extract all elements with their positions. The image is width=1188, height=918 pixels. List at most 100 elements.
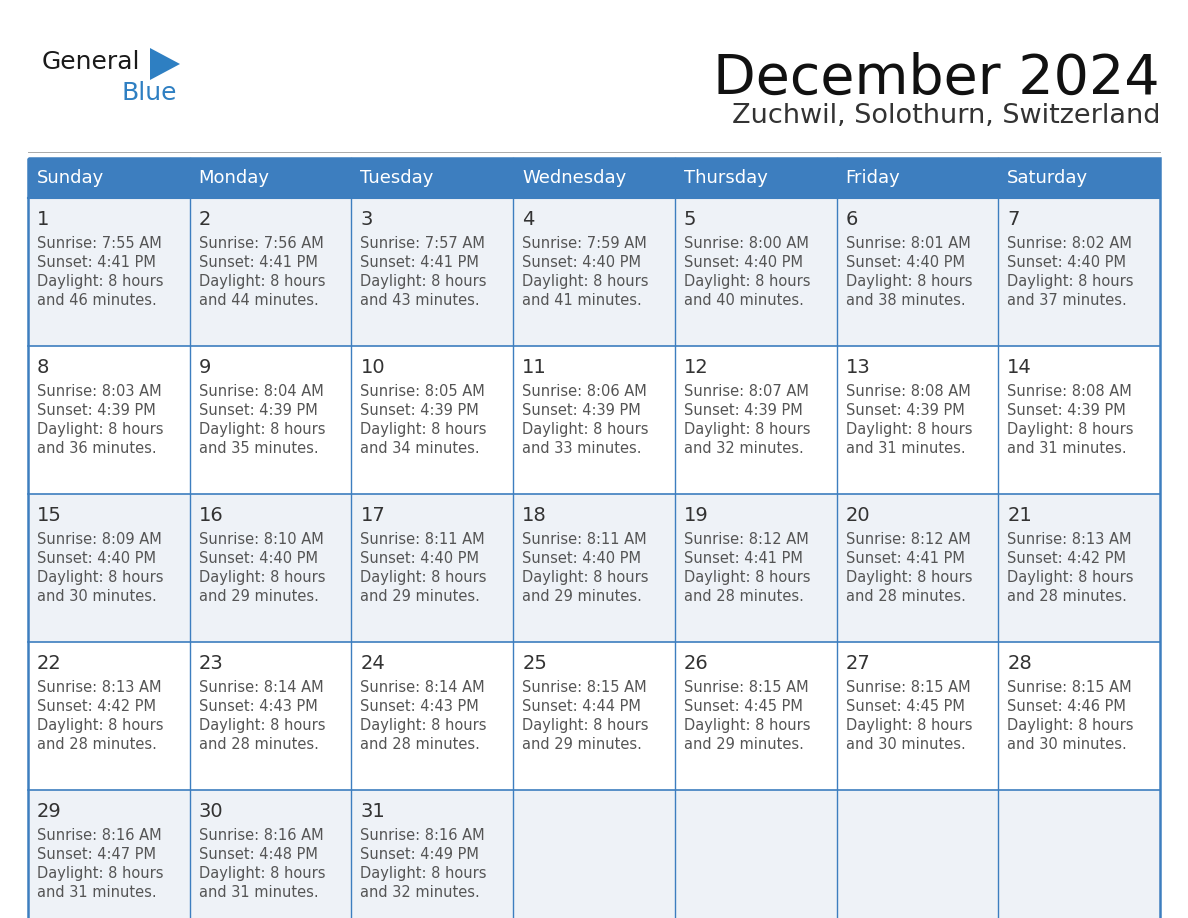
Text: Daylight: 8 hours: Daylight: 8 hours bbox=[684, 718, 810, 733]
Text: Sunrise: 8:11 AM: Sunrise: 8:11 AM bbox=[523, 532, 646, 547]
Text: Daylight: 8 hours: Daylight: 8 hours bbox=[198, 422, 326, 437]
Text: Daylight: 8 hours: Daylight: 8 hours bbox=[37, 866, 164, 881]
Text: 13: 13 bbox=[846, 358, 871, 377]
Text: Sunrise: 8:02 AM: Sunrise: 8:02 AM bbox=[1007, 236, 1132, 251]
Text: 27: 27 bbox=[846, 654, 871, 673]
Text: Sunset: 4:45 PM: Sunset: 4:45 PM bbox=[684, 699, 803, 714]
Text: Sunset: 4:41 PM: Sunset: 4:41 PM bbox=[684, 551, 803, 566]
Text: Daylight: 8 hours: Daylight: 8 hours bbox=[523, 274, 649, 289]
Text: Daylight: 8 hours: Daylight: 8 hours bbox=[360, 422, 487, 437]
Text: Daylight: 8 hours: Daylight: 8 hours bbox=[198, 274, 326, 289]
Text: Daylight: 8 hours: Daylight: 8 hours bbox=[1007, 718, 1133, 733]
Text: General: General bbox=[42, 50, 140, 74]
Text: 10: 10 bbox=[360, 358, 385, 377]
Text: Sunday: Sunday bbox=[37, 169, 105, 187]
Text: Sunset: 4:40 PM: Sunset: 4:40 PM bbox=[846, 255, 965, 270]
Text: Sunset: 4:40 PM: Sunset: 4:40 PM bbox=[360, 551, 480, 566]
Text: 23: 23 bbox=[198, 654, 223, 673]
Text: Sunrise: 8:01 AM: Sunrise: 8:01 AM bbox=[846, 236, 971, 251]
Text: Daylight: 8 hours: Daylight: 8 hours bbox=[360, 570, 487, 585]
Bar bbox=[29, 158, 1159, 918]
Text: Sunrise: 8:10 AM: Sunrise: 8:10 AM bbox=[198, 532, 323, 547]
Text: 5: 5 bbox=[684, 210, 696, 229]
Text: and 46 minutes.: and 46 minutes. bbox=[37, 293, 157, 308]
Text: 2: 2 bbox=[198, 210, 211, 229]
Text: and 41 minutes.: and 41 minutes. bbox=[523, 293, 642, 308]
Bar bbox=[352, 198, 513, 346]
Text: Daylight: 8 hours: Daylight: 8 hours bbox=[684, 570, 810, 585]
Bar bbox=[998, 158, 1159, 198]
Bar bbox=[29, 158, 190, 198]
Bar bbox=[836, 642, 998, 790]
Bar bbox=[513, 642, 675, 790]
Bar bbox=[513, 346, 675, 494]
Text: and 31 minutes.: and 31 minutes. bbox=[846, 441, 965, 456]
Bar bbox=[29, 198, 190, 346]
Bar bbox=[190, 346, 352, 494]
Text: and 28 minutes.: and 28 minutes. bbox=[360, 737, 480, 752]
Bar bbox=[836, 346, 998, 494]
Text: 17: 17 bbox=[360, 506, 385, 525]
Bar bbox=[998, 494, 1159, 642]
Bar bbox=[29, 494, 190, 642]
Text: Sunset: 4:41 PM: Sunset: 4:41 PM bbox=[360, 255, 479, 270]
Text: 28: 28 bbox=[1007, 654, 1032, 673]
Bar bbox=[190, 158, 352, 198]
Bar bbox=[513, 158, 675, 198]
Text: and 36 minutes.: and 36 minutes. bbox=[37, 441, 157, 456]
Text: Sunrise: 8:14 AM: Sunrise: 8:14 AM bbox=[360, 680, 485, 695]
Text: Daylight: 8 hours: Daylight: 8 hours bbox=[523, 718, 649, 733]
Text: Daylight: 8 hours: Daylight: 8 hours bbox=[198, 866, 326, 881]
Text: Sunrise: 8:08 AM: Sunrise: 8:08 AM bbox=[1007, 384, 1132, 399]
Text: Sunrise: 8:16 AM: Sunrise: 8:16 AM bbox=[37, 828, 162, 843]
Text: and 28 minutes.: and 28 minutes. bbox=[1007, 589, 1127, 604]
Bar bbox=[352, 790, 513, 918]
Text: Sunset: 4:45 PM: Sunset: 4:45 PM bbox=[846, 699, 965, 714]
Bar bbox=[29, 346, 190, 494]
Text: Daylight: 8 hours: Daylight: 8 hours bbox=[684, 422, 810, 437]
Text: Sunset: 4:39 PM: Sunset: 4:39 PM bbox=[684, 403, 803, 418]
Bar bbox=[352, 494, 513, 642]
Text: Sunrise: 8:08 AM: Sunrise: 8:08 AM bbox=[846, 384, 971, 399]
Text: Sunset: 4:49 PM: Sunset: 4:49 PM bbox=[360, 847, 479, 862]
Text: and 30 minutes.: and 30 minutes. bbox=[1007, 737, 1127, 752]
Bar bbox=[675, 346, 836, 494]
Text: Daylight: 8 hours: Daylight: 8 hours bbox=[1007, 422, 1133, 437]
Text: Sunset: 4:40 PM: Sunset: 4:40 PM bbox=[1007, 255, 1126, 270]
Bar bbox=[190, 494, 352, 642]
Text: Daylight: 8 hours: Daylight: 8 hours bbox=[360, 866, 487, 881]
Bar bbox=[352, 158, 513, 198]
Text: Sunrise: 8:15 AM: Sunrise: 8:15 AM bbox=[1007, 680, 1132, 695]
Text: Sunset: 4:40 PM: Sunset: 4:40 PM bbox=[37, 551, 156, 566]
Text: and 43 minutes.: and 43 minutes. bbox=[360, 293, 480, 308]
Bar bbox=[513, 494, 675, 642]
Text: 11: 11 bbox=[523, 358, 546, 377]
Text: and 29 minutes.: and 29 minutes. bbox=[198, 589, 318, 604]
Text: Sunset: 4:43 PM: Sunset: 4:43 PM bbox=[360, 699, 479, 714]
Text: Sunset: 4:39 PM: Sunset: 4:39 PM bbox=[846, 403, 965, 418]
Bar bbox=[29, 642, 190, 790]
Text: 30: 30 bbox=[198, 802, 223, 821]
Text: Sunrise: 8:14 AM: Sunrise: 8:14 AM bbox=[198, 680, 323, 695]
Text: and 40 minutes.: and 40 minutes. bbox=[684, 293, 804, 308]
Text: Sunrise: 8:09 AM: Sunrise: 8:09 AM bbox=[37, 532, 162, 547]
Text: Sunrise: 8:00 AM: Sunrise: 8:00 AM bbox=[684, 236, 809, 251]
Text: Daylight: 8 hours: Daylight: 8 hours bbox=[846, 422, 972, 437]
Text: Sunset: 4:41 PM: Sunset: 4:41 PM bbox=[846, 551, 965, 566]
Text: 4: 4 bbox=[523, 210, 535, 229]
Bar bbox=[998, 642, 1159, 790]
Text: Daylight: 8 hours: Daylight: 8 hours bbox=[846, 274, 972, 289]
Text: 18: 18 bbox=[523, 506, 546, 525]
Text: and 35 minutes.: and 35 minutes. bbox=[198, 441, 318, 456]
Text: Sunset: 4:41 PM: Sunset: 4:41 PM bbox=[37, 255, 156, 270]
Text: Sunset: 4:48 PM: Sunset: 4:48 PM bbox=[198, 847, 317, 862]
Text: 3: 3 bbox=[360, 210, 373, 229]
Text: Sunset: 4:39 PM: Sunset: 4:39 PM bbox=[37, 403, 156, 418]
Text: Daylight: 8 hours: Daylight: 8 hours bbox=[37, 570, 164, 585]
Text: and 44 minutes.: and 44 minutes. bbox=[198, 293, 318, 308]
Bar bbox=[513, 198, 675, 346]
Bar bbox=[190, 198, 352, 346]
Text: 1: 1 bbox=[37, 210, 50, 229]
Text: Sunset: 4:42 PM: Sunset: 4:42 PM bbox=[37, 699, 156, 714]
Text: Sunrise: 8:13 AM: Sunrise: 8:13 AM bbox=[1007, 532, 1132, 547]
